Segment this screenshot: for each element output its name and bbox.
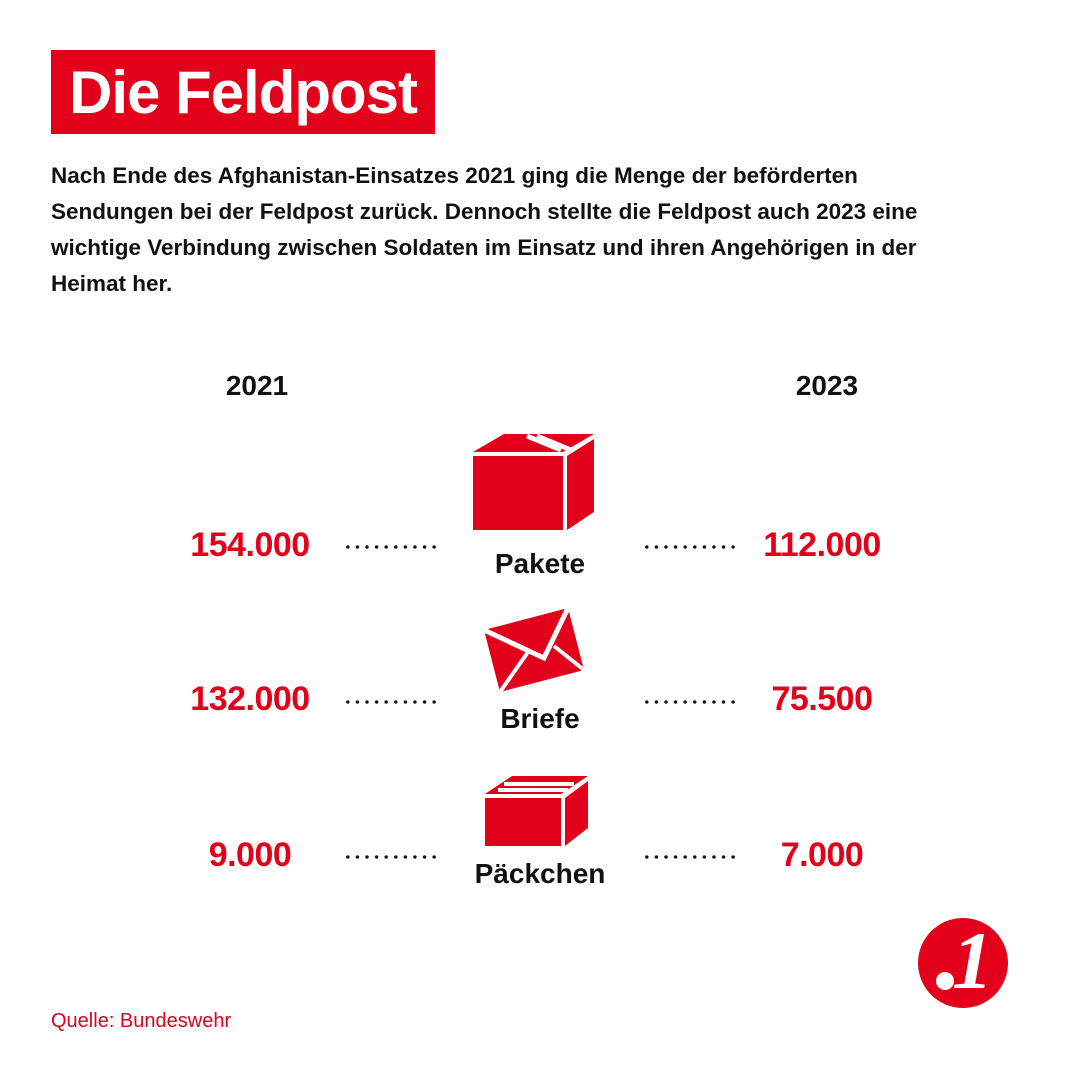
dotted-leader <box>642 855 738 859</box>
dotted-leader <box>642 700 738 704</box>
year-header-2023: 2023 <box>795 370 859 401</box>
logo-dot <box>936 972 954 990</box>
dotted-leader <box>343 855 439 859</box>
brand-logo: 1 <box>918 918 1008 1008</box>
year-header-2021: 2021 <box>225 370 289 401</box>
envelope-icon <box>482 606 586 694</box>
dotted-leader <box>343 545 439 549</box>
small-parcel-icon <box>485 776 588 846</box>
dotted-leader <box>642 545 738 549</box>
value-2021-pakete: 154.000 <box>190 526 310 564</box>
logo-text: 1 <box>952 915 993 1006</box>
box-icon <box>473 433 594 530</box>
source-note: Quelle: Bundeswehr <box>51 1010 232 1032</box>
dotted-leader <box>343 700 439 704</box>
value-2023-paeckchen: 7.000 <box>780 836 864 874</box>
page-title: Die Feldpost <box>51 50 436 134</box>
value-2023-pakete: 112.000 <box>763 526 881 564</box>
category-pakete: Pakete <box>494 548 586 579</box>
value-2021-paeckchen: 9.000 <box>208 836 292 874</box>
value-2023-briefe: 75.500 <box>771 680 874 718</box>
value-2021-briefe: 132.000 <box>190 680 310 718</box>
category-briefe: Briefe <box>500 703 580 734</box>
category-paeckchen: Päckchen <box>474 858 606 889</box>
intro-text: Nach Ende des Afghanistan-Einsatzes 2021… <box>51 163 918 296</box>
